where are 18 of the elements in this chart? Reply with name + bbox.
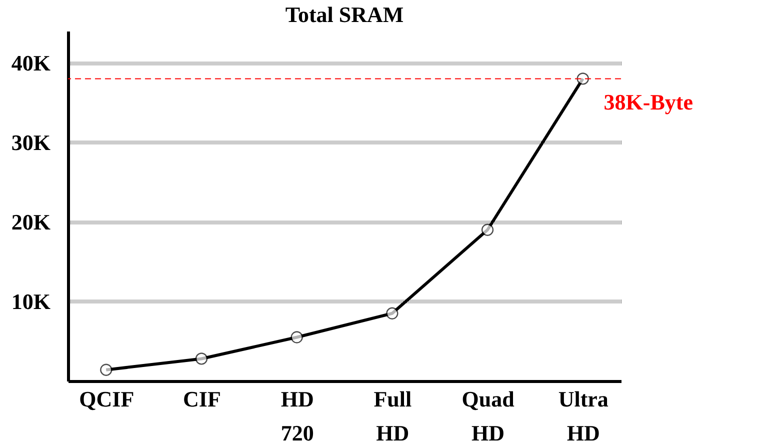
x-tick-label: HD 720 <box>280 386 314 446</box>
x-tick-label: CIF <box>183 386 221 412</box>
x-tick-label: Full HD <box>374 386 412 446</box>
chart-title: Total SRAM <box>285 2 404 27</box>
point <box>290 331 303 344</box>
point <box>386 307 398 320</box>
x-tick-label: Quad HD <box>462 386 514 446</box>
y-tick-label: 30K <box>11 130 50 155</box>
y-tick-label: 40K <box>11 50 50 76</box>
y-tick-label: 20K <box>11 209 50 234</box>
point <box>100 364 112 376</box>
point <box>481 224 494 236</box>
ref-line-label: 38K-Byte <box>604 90 694 115</box>
point <box>195 352 208 365</box>
x-tick-label: QCIF <box>79 386 134 412</box>
point <box>576 72 589 85</box>
x-tick-label: Ultra HD <box>558 386 608 446</box>
y-tick-label: 10K <box>11 288 50 314</box>
